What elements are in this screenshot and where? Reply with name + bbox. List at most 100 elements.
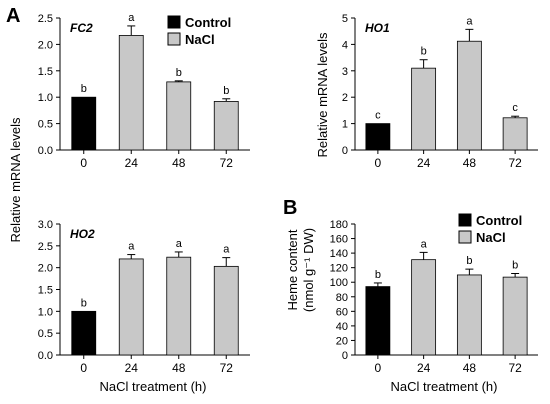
ho1-y-tick-label: 2 bbox=[342, 92, 348, 104]
heme-y-tick-label: 0 bbox=[342, 350, 348, 362]
ho2-y-tick-label: 0.0 bbox=[38, 350, 53, 362]
heme-y-tick-label: 100 bbox=[330, 277, 348, 289]
ho2-x-tick-label: 48 bbox=[172, 361, 186, 375]
ho1-sig-letter: b bbox=[421, 46, 427, 58]
legend-b-control-label: Control bbox=[476, 213, 522, 228]
ho1-chart: HO1 0 1 2 3 4 5 c 0 b 24 a 48 c 72 bbox=[342, 13, 538, 170]
ho2-sig-letter: a bbox=[223, 244, 230, 256]
legend-a-nacl-swatch bbox=[167, 32, 181, 46]
heme-y-tick-label: 40 bbox=[336, 321, 348, 333]
heme-x-tick-label: 24 bbox=[417, 361, 431, 375]
fc2-x-tick-label: 48 bbox=[172, 156, 186, 170]
fc2-y-tick-label: 1.0 bbox=[38, 92, 53, 104]
fc2-y-tick-label: 2.5 bbox=[38, 13, 53, 25]
panel-b-letter: B bbox=[283, 197, 297, 219]
heme-sig-letter: b bbox=[512, 259, 518, 271]
heme-chart: 0 20 40 60 80 100 120 140 160 180 b 0 a 24 b 48 b 72 bbox=[330, 219, 538, 375]
fc2-y-tick-label: 2.0 bbox=[38, 39, 53, 51]
heme-x-tick-label: 48 bbox=[463, 361, 477, 375]
legend-a: Control NaCl bbox=[167, 15, 231, 47]
fc2-x-tick-label: 72 bbox=[220, 156, 234, 170]
ho1-y-tick-label: 3 bbox=[342, 66, 348, 78]
ho2-y-tick-label: 3.0 bbox=[38, 219, 53, 231]
heme-sig-letter: a bbox=[421, 238, 428, 250]
ho2-y-tick-label: 2.0 bbox=[38, 263, 53, 275]
ho2-bar-48 bbox=[166, 256, 192, 356]
heme-x-tick-label: 72 bbox=[508, 361, 522, 375]
ho1-bar-72 bbox=[502, 117, 528, 151]
fc2-sig-letter: b bbox=[176, 67, 182, 79]
ho1-sig-letter: c bbox=[375, 110, 381, 122]
heme-x-axis-label: NaCl treatment (h) bbox=[391, 379, 498, 394]
heme-sig-letter: b bbox=[466, 255, 472, 267]
ho2-sig-letter: a bbox=[176, 238, 183, 250]
heme-y-tick-label: 160 bbox=[330, 234, 348, 246]
heme-y-tick-label: 60 bbox=[336, 306, 348, 318]
ho2-x-tick-label: 72 bbox=[220, 361, 234, 375]
heme-x-tick-label: 0 bbox=[375, 361, 382, 375]
ho1-bar-0 bbox=[365, 123, 391, 151]
legend-a-nacl-label: NaCl bbox=[185, 32, 215, 47]
ho1-y-tick-label: 0 bbox=[342, 145, 348, 157]
ho2-y-tick-label: 1.0 bbox=[38, 306, 53, 318]
ho1-x-tick-label: 24 bbox=[417, 156, 431, 170]
legend-b-nacl-label: NaCl bbox=[476, 230, 506, 245]
ho1-y-tick-label: 5 bbox=[342, 13, 348, 25]
fc2-x-tick-label: 0 bbox=[80, 156, 87, 170]
fc2-bar-24 bbox=[118, 35, 144, 151]
ho1-sig-letter: a bbox=[466, 15, 473, 27]
ho1-y-tick-label: 4 bbox=[342, 39, 348, 51]
heme-bar-0 bbox=[365, 286, 391, 356]
legend-a-control-label: Control bbox=[185, 15, 231, 30]
ho1-bar-48 bbox=[456, 40, 482, 151]
fc2-sig-letter: b bbox=[81, 83, 87, 95]
fc2-bar-48 bbox=[166, 81, 192, 151]
fc2-bar-0 bbox=[71, 96, 97, 151]
ho1-x-tick-label: 48 bbox=[463, 156, 477, 170]
fc2-x-tick-label: 24 bbox=[125, 156, 139, 170]
fc2-sig-letter: a bbox=[128, 12, 135, 24]
fc2-title: FC2 bbox=[70, 21, 93, 35]
legend-b: Control NaCl bbox=[458, 213, 522, 245]
heme-bar-24 bbox=[411, 259, 437, 356]
fc2-sig-letter: b bbox=[223, 85, 229, 97]
ho1-y-axis-label: Relative mRNA levels bbox=[315, 32, 330, 157]
ho2-bar-72 bbox=[213, 265, 239, 356]
ho1-title: HO1 bbox=[365, 21, 390, 35]
panel-a-letter: A bbox=[6, 5, 20, 27]
fc2-y-tick-label: 0.5 bbox=[38, 119, 53, 131]
ho2-title: HO2 bbox=[70, 227, 95, 241]
ho1-bar-24 bbox=[411, 67, 437, 151]
heme-y-tick-label: 120 bbox=[330, 263, 348, 275]
heme-y-axis-label-line1: Heme content bbox=[285, 229, 300, 310]
heme-y-tick-label: 80 bbox=[336, 292, 348, 304]
heme-y-tick-label: 20 bbox=[336, 335, 348, 347]
ho2-y-tick-label: 2.5 bbox=[38, 241, 53, 253]
fc2-y-tick-label: 1.5 bbox=[38, 66, 53, 78]
heme-y-tick-label: 180 bbox=[330, 219, 348, 231]
legend-a-control-swatch bbox=[167, 15, 181, 29]
fc2-bar-72 bbox=[213, 101, 239, 151]
ho1-x-tick-label: 72 bbox=[508, 156, 522, 170]
legend-b-control-swatch bbox=[458, 213, 472, 227]
heme-y-tick-label: 140 bbox=[330, 248, 348, 260]
ho2-x-tick-label: 24 bbox=[125, 361, 139, 375]
heme-bar-48 bbox=[456, 274, 482, 356]
shared-x-axis-label: NaCl treatment (h) bbox=[100, 379, 207, 394]
ho1-sig-letter: c bbox=[512, 102, 518, 114]
ho2-bar-0 bbox=[71, 310, 97, 356]
heme-bar-72 bbox=[502, 276, 528, 356]
ho2-bar-24 bbox=[118, 258, 144, 356]
charts-layer: FC2 0.0 0.5 1.0 1.5 2.0 2.5 b 0 a 24 b 48 b 72 HO1 0 1 2 3 4… bbox=[38, 12, 538, 375]
ho2-y-tick-label: 0.5 bbox=[38, 328, 53, 340]
heme-sig-letter: b bbox=[375, 269, 381, 281]
ho2-chart: HO2 0.0 0.5 1.0 1.5 2.0 2.5 3.0 b 0 a 24 a 48 a 72 bbox=[38, 219, 250, 375]
fc2-chart: FC2 0.0 0.5 1.0 1.5 2.0 2.5 b 0 a 24 b 48 b 72 bbox=[38, 12, 250, 170]
ho2-sig-letter: a bbox=[128, 241, 135, 253]
fc2-y-tick-label: 0.0 bbox=[38, 145, 53, 157]
ho1-x-tick-label: 0 bbox=[375, 156, 382, 170]
shared-y-axis-label: Relative mRNA levels bbox=[8, 117, 23, 242]
ho1-y-tick-label: 1 bbox=[342, 119, 348, 131]
ho2-x-tick-label: 0 bbox=[80, 361, 87, 375]
